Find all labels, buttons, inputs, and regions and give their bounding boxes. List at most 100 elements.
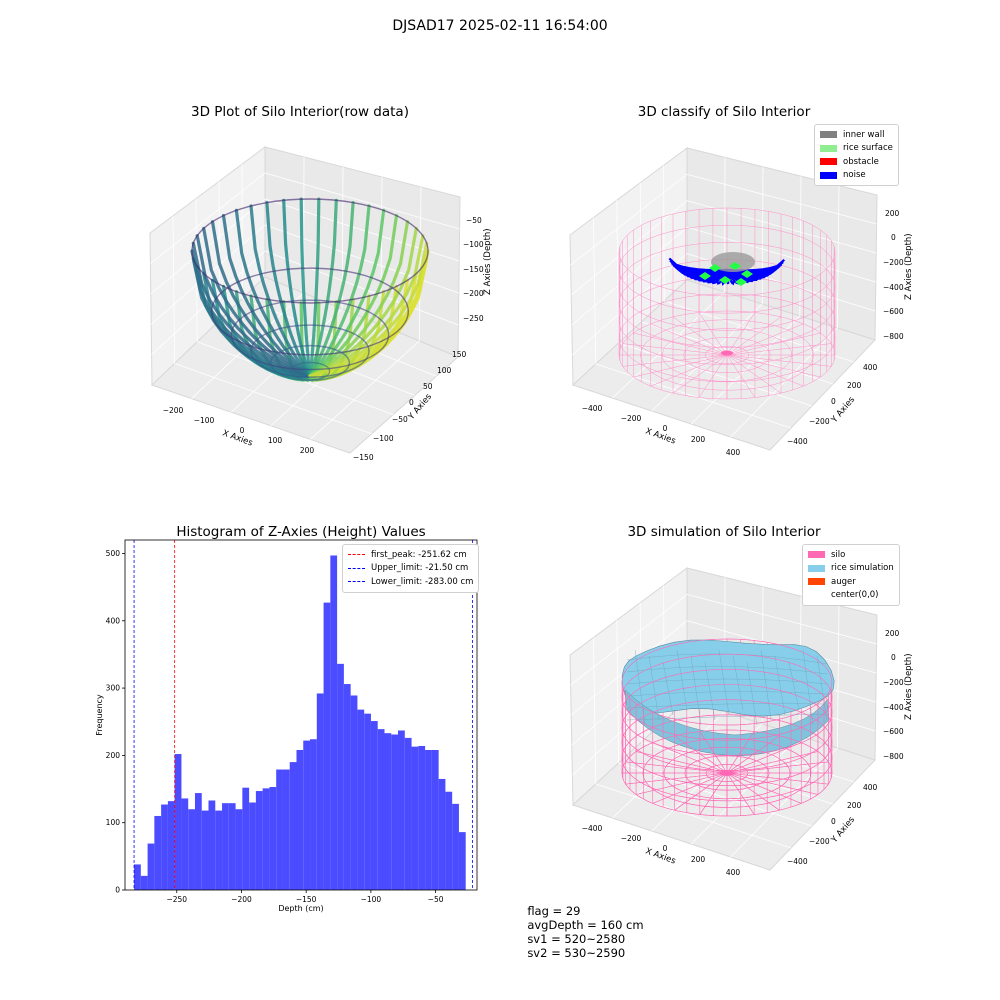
histogram-axes-frame <box>124 539 478 891</box>
simulation-silo-front-floor-spoke <box>726 772 829 785</box>
simulation-rice-surface-side <box>624 689 830 757</box>
pane-grid-line <box>761 166 764 305</box>
classify-silo-floor-spoke <box>726 354 804 387</box>
raw-z-label: Z Axies (Depth) <box>483 228 493 295</box>
simulation-silo-front-floor-spoke <box>726 772 802 804</box>
raw-ytick-6: −100 <box>373 434 394 443</box>
pane-grid-line <box>595 363 792 429</box>
histogram-y-tick-label: 500 <box>106 549 121 558</box>
simulation-xtick-5: 400 <box>726 868 741 877</box>
legend-swatch <box>820 144 837 152</box>
simulation-silo-front-floor-spoke <box>726 751 819 774</box>
histogram-bar <box>269 787 277 890</box>
classify-silo-floor-spoke <box>698 312 728 356</box>
classify-xtick-3: 0 <box>663 424 668 433</box>
raw-ytick-5: −50 <box>392 415 408 424</box>
classify-ytick-3: 0 <box>831 397 836 406</box>
histogram-bar <box>276 769 283 890</box>
raw-xtick-2: −100 <box>194 416 215 425</box>
legend-item-center: center(0,0) <box>808 589 894 603</box>
simulation-silo-front-ring <box>621 638 833 726</box>
raw-ytick-3: 50 <box>423 382 433 391</box>
simulation-silo-front <box>621 638 833 817</box>
simulation-3d-plot: −400 −200 0 200 400 400 200 0 −200 −400 … <box>569 567 914 877</box>
classify-point-cloud <box>668 252 786 356</box>
simulation-mesh-line <box>802 649 814 726</box>
simulation-xtick-2: −200 <box>621 834 642 843</box>
simulation-plot-title: 3D simulation of Silo Interior <box>627 524 821 540</box>
histogram-y-tick-label: 0 <box>115 886 120 895</box>
simulation-xtick-4: 200 <box>691 855 706 864</box>
histogram-bar <box>208 800 216 890</box>
classify-ztick-2: 0 <box>891 233 896 242</box>
classify-ztick-3: −200 <box>883 258 904 267</box>
classify-ytick-5: −400 <box>787 437 808 446</box>
legend-item-noise: noise <box>820 169 893 183</box>
simulation-mesh-line <box>626 666 828 675</box>
histogram-y-tick-label: 200 <box>106 751 121 760</box>
raw-x-label: X Axies <box>221 428 254 448</box>
histogram-bar <box>188 809 195 890</box>
simulation-ztick-1: 200 <box>885 629 900 638</box>
pane-grid-line <box>570 594 688 686</box>
simulation-mesh-line <box>774 655 786 716</box>
pane-grid-line <box>595 783 792 849</box>
legend-swatch <box>820 131 837 139</box>
histogram-title: Histogram of Z-Axies (Height) Values <box>176 524 426 540</box>
legend-line <box>348 567 365 569</box>
histogram-bar <box>337 663 344 890</box>
legend-item-rice-surface: rice surface <box>820 142 893 156</box>
histogram-bar <box>147 843 155 890</box>
legend-line <box>348 554 365 556</box>
histogram-bar <box>391 734 399 890</box>
classify-silo-floor-spoke <box>622 354 728 367</box>
classify-silo-floor-spoke <box>726 354 756 398</box>
raw-contour-ring <box>289 361 331 381</box>
classify-silo-floor-spoke <box>726 354 821 378</box>
raw-ztick-4: −200 <box>463 289 484 298</box>
histogram-bar <box>452 803 459 890</box>
histogram-bar <box>323 602 331 890</box>
histogram-x-tick-label: −150 <box>296 895 317 904</box>
simulation-ztick-4: −400 <box>883 703 904 712</box>
pane-grid-line <box>570 200 688 296</box>
pane-grid-line <box>690 735 801 845</box>
classify-silo-floor-spoke <box>672 354 728 394</box>
simulation-silo-front-floor-spoke <box>635 772 728 795</box>
pane-grid-line <box>799 176 802 317</box>
simulation-ytick-5: −400 <box>787 857 808 866</box>
histogram-y-tick-label: 100 <box>106 818 121 827</box>
status-footer: flag = 29 avgDepth = 160 cm sv1 = 520~25… <box>520 890 651 960</box>
pane-grid-line <box>686 226 876 283</box>
pane-grid-line <box>310 340 420 440</box>
simulation-silo-front-floor-spoke <box>652 742 728 774</box>
pane-grid-line <box>172 215 175 364</box>
pane-grid-line <box>690 315 801 425</box>
simulation-mesh-line <box>690 655 702 726</box>
simulation-mesh-line <box>760 649 772 721</box>
raw-ztick-5: −250 <box>463 314 484 323</box>
pane-grid-line <box>218 181 221 321</box>
pane-grid-line <box>664 300 855 363</box>
histogram-bar <box>134 864 141 890</box>
legend-swatch <box>820 158 837 166</box>
classify-silo-floor-spoke <box>726 343 832 356</box>
classify-silo-floor-spoke <box>726 354 832 367</box>
simulation-silo-front-floor-spoke <box>726 772 755 815</box>
histogram-bar <box>215 810 223 890</box>
simulation-silo-front-floor-spoke <box>726 735 780 774</box>
histogram-bar <box>228 803 236 890</box>
classify-xtick-5: 400 <box>726 448 741 457</box>
figure-suptitle: DJSAD17 2025-02-11 16:54:00 <box>392 18 608 34</box>
simulation-mesh-line <box>704 661 716 721</box>
simulation-silo-front-floor-spoke <box>726 772 780 811</box>
histogram-bar <box>303 740 311 890</box>
classify-silo-floor-spoke <box>726 332 821 356</box>
simulation-rice-surface-top <box>621 639 835 717</box>
histogram-bar <box>404 737 412 890</box>
simulation-silo-front-floor-spoke <box>699 772 728 815</box>
simulation-silo-front-floor-spoke <box>699 731 728 774</box>
simulation-ytick-2: 200 <box>847 801 862 810</box>
classify-xtick-1: −400 <box>582 404 603 413</box>
simulation-rice-surface <box>621 639 835 776</box>
